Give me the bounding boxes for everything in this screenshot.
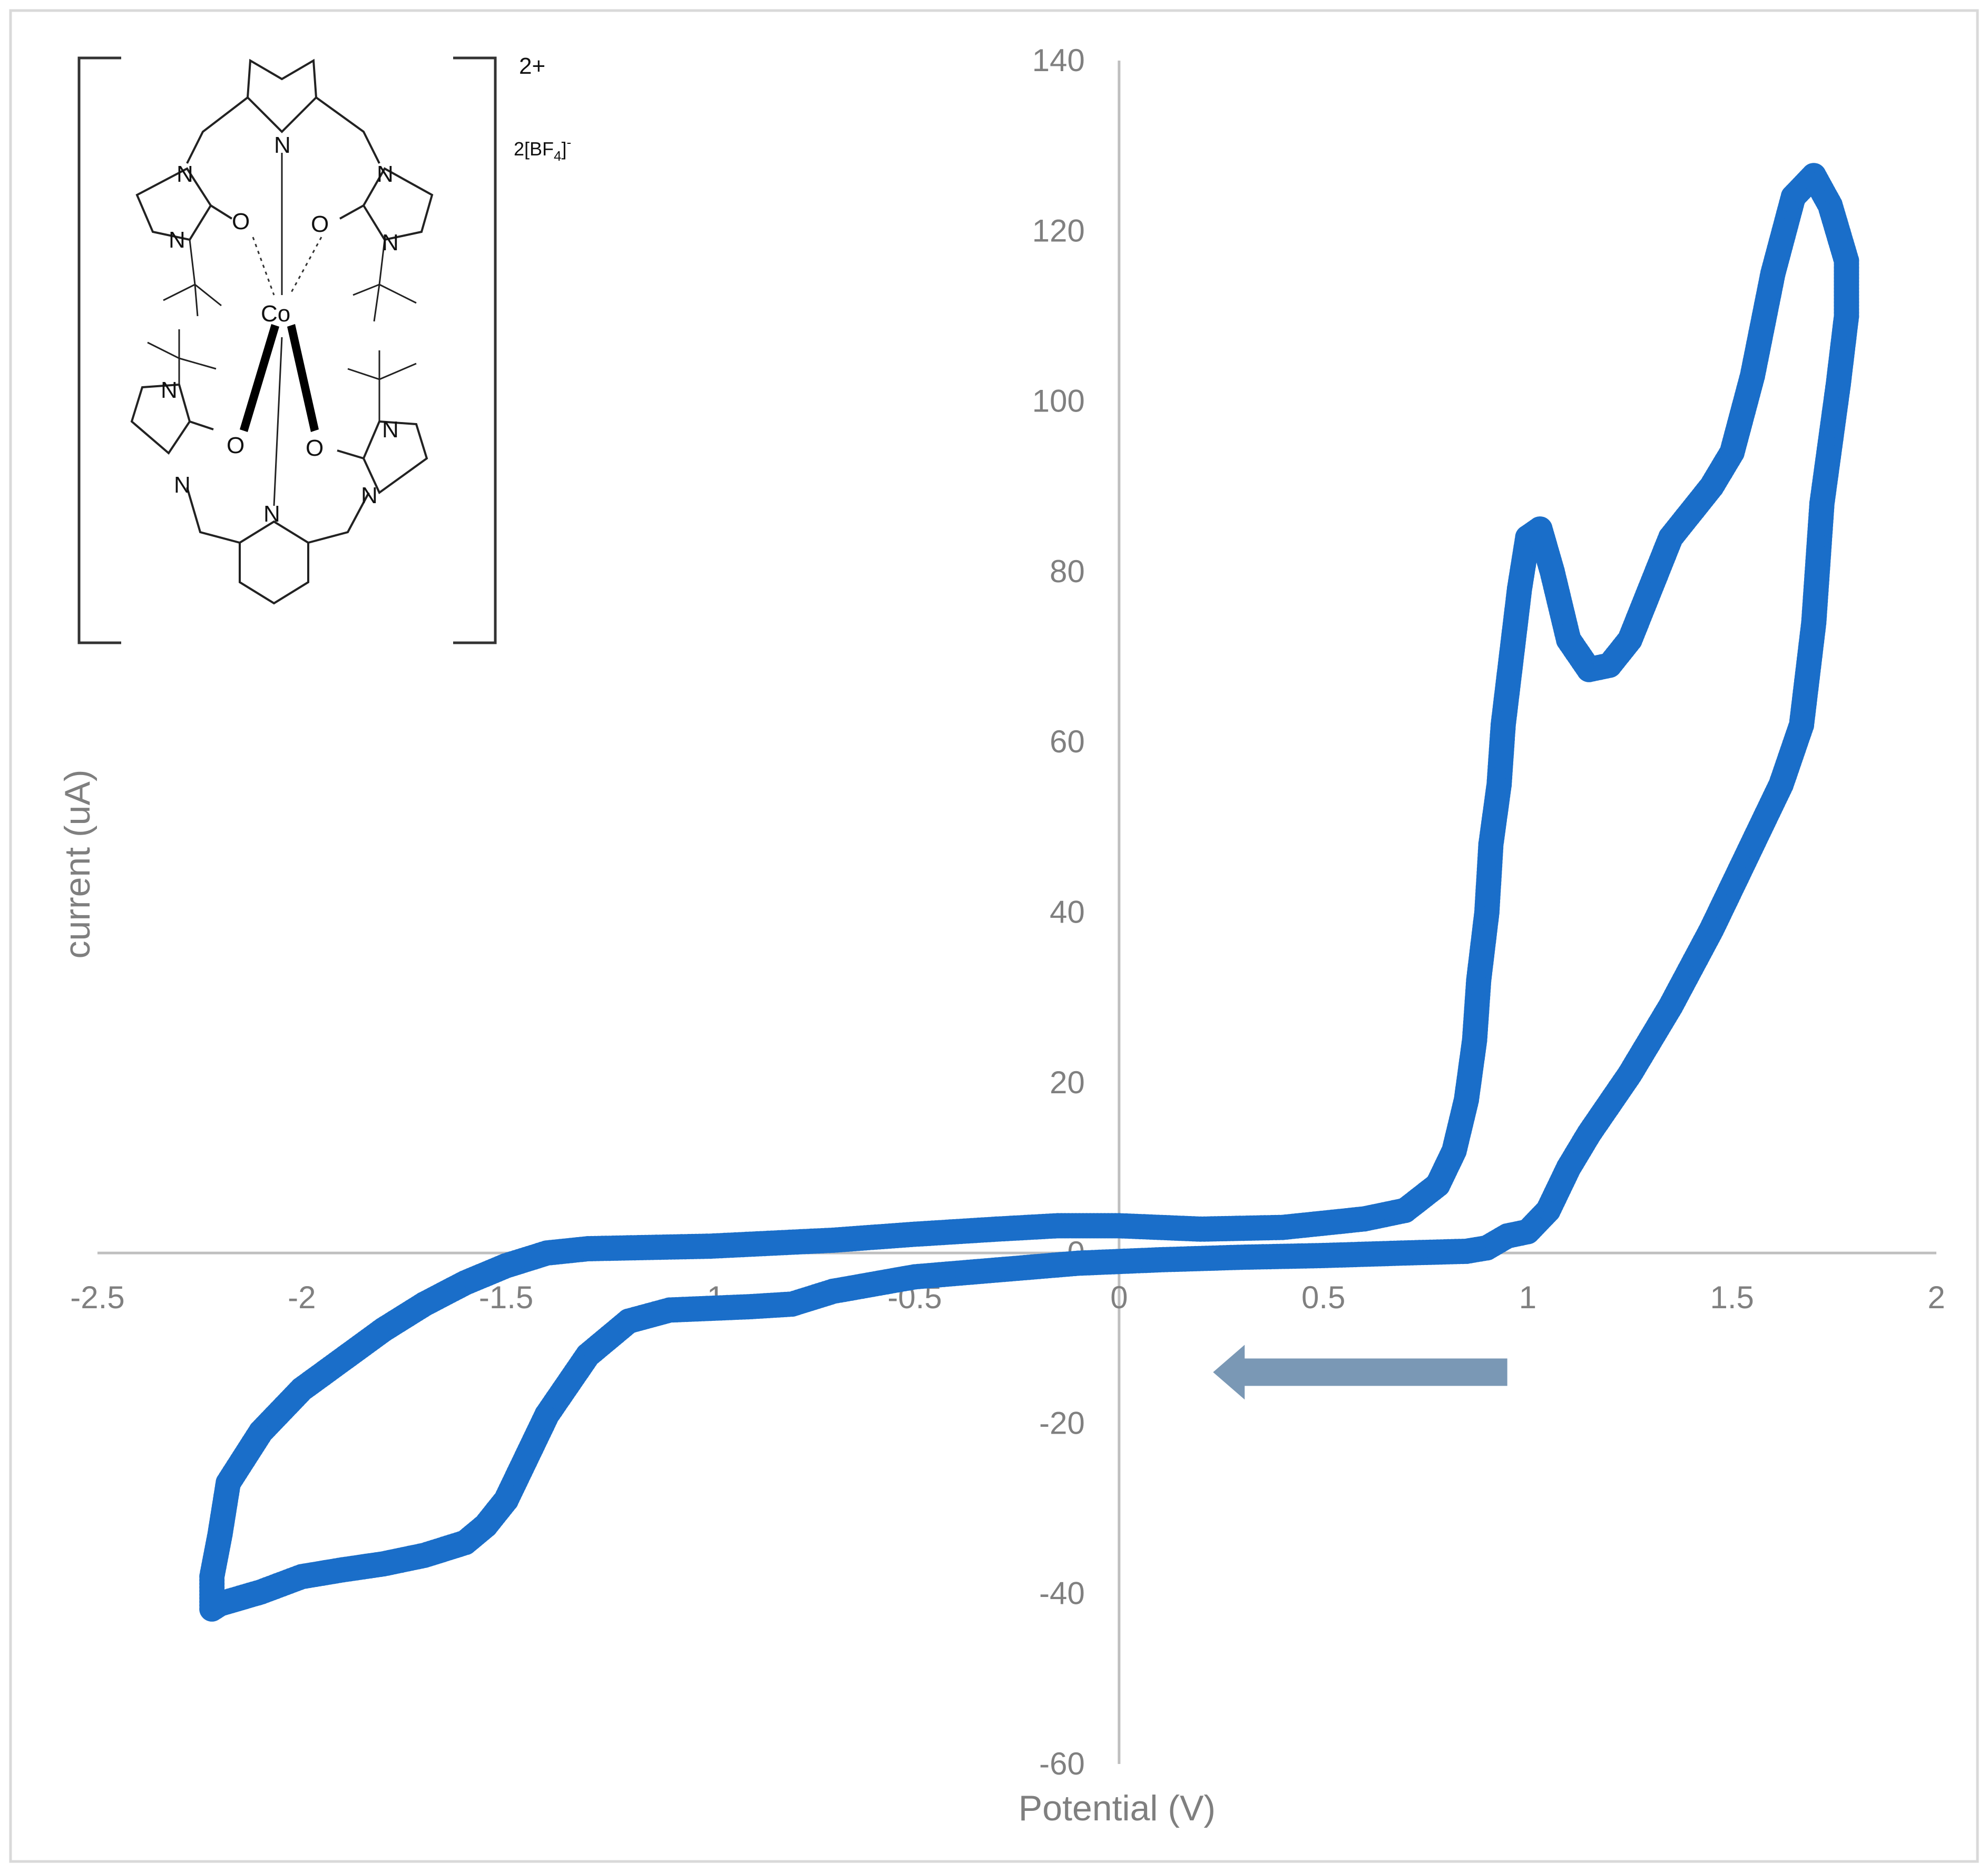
y-tick-label: 40 [1050,895,1085,930]
counterion-label: 2[BF4]- [514,134,571,164]
atom-n-ring-4: N [382,230,399,256]
atom-n-ring-2: N [169,227,185,253]
co-o-dashed-bond-left [252,237,275,296]
atom-n-ring-3: N [377,161,394,187]
cv-data-series [199,163,1859,1622]
y-tick-label: -40 [1039,1576,1085,1611]
atom-o-lower-left: O [227,433,244,458]
counterion-prefix: 2[BF [514,138,554,160]
atom-o-upper-left: O [232,209,250,234]
co-o-dashed-bond-right [289,237,322,296]
y-tick-label: -20 [1039,1405,1085,1440]
counterion-suffix: ] [562,138,567,160]
carbonyl-bonds [189,204,364,459]
atom-n-ring-7: N [382,417,399,443]
top-methylene-arms [186,96,380,164]
imidazolone-ring-lower-left [130,383,191,455]
counterion-subscript: 4 [554,148,561,164]
right-bracket [453,56,497,644]
x-tick-label: 0 [1110,1280,1128,1315]
bottom-pyridine-ring [239,520,309,605]
atom-n-ring-6: N [174,472,191,498]
x-tick-label: 2 [1927,1280,1945,1315]
x-tick-labels: -2.5-2-1.5-1-0.500.511.52 [70,1280,1945,1315]
y-tick-label: 140 [1032,43,1085,78]
atom-o-upper-right: O [311,211,329,237]
co-o-wedge-right [287,324,319,432]
x-tick-label: -2.5 [70,1280,124,1315]
atom-n-ring-8: N [361,483,378,508]
y-axis-title: current (uA) [57,770,97,959]
molecule-structure-inset: 2+ 2[BF4]- N N N N N N N N N N [77,53,571,644]
imidazolone-ring-lower-right [362,420,428,495]
y-tick-label: 60 [1050,724,1085,759]
top-pyridine-ring [246,58,318,133]
left-bracket [77,56,121,644]
x-axis-title: Potential (V) [1019,1788,1216,1828]
co-n-bond-bottom [273,337,283,506]
complex-charge: 2+ [519,53,545,79]
scan-direction-arrow [1213,1345,1507,1400]
y-tick-labels: -60-40-20020406080100120140 [1032,43,1085,1781]
counterion-charge: - [567,134,572,150]
imidazolone-ring-upper-right [362,167,434,241]
x-tick-label: -2 [288,1280,316,1315]
atom-n-ring-5: N [161,377,178,403]
bottom-methylene-arms [186,487,370,544]
y-tick-label: 100 [1032,384,1085,419]
y-tick-label: 120 [1032,213,1085,248]
y-tick-label: 20 [1050,1065,1085,1100]
plot-area: -2.5-2-1.5-1-0.500.511.52 -60-40-2002040… [70,43,1945,1781]
figure-border [9,9,1979,1863]
y-tick-label: 80 [1050,554,1085,589]
atom-n-top-pyridine: N [274,132,291,158]
co-o-wedge-left [240,324,279,432]
atom-o-lower-right: O [306,435,324,461]
x-tick-label: 0.5 [1301,1280,1345,1315]
imidazolone-ring-upper-left [135,167,212,241]
cv-data-point [1498,1222,1524,1248]
tert-butyl-groups [147,239,417,422]
atom-co-center: Co [261,301,290,327]
atom-n-bottom-pyridine: N [263,501,280,527]
x-tick-label: 1.5 [1710,1280,1754,1315]
atom-n-ring-1: N [177,161,193,187]
y-tick-label: -60 [1039,1746,1085,1781]
x-tick-label: 1 [1519,1280,1536,1315]
